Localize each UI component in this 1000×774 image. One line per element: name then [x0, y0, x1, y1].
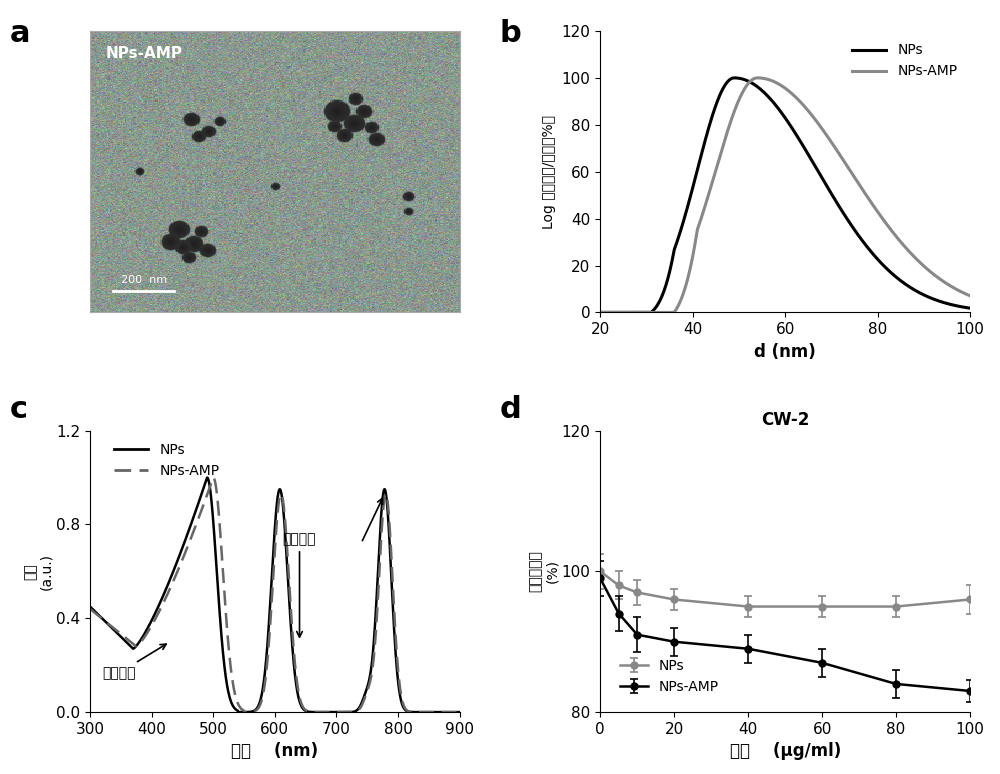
NPs-AMP	[913, 257, 925, 266]
Line: NPs: NPs	[600, 78, 970, 313]
NPs	[875, 259, 887, 268]
NPs	[728, 74, 740, 83]
NPs-AMP	[809, 115, 821, 125]
Legend: NPs, NPs-AMP: NPs, NPs-AMP	[108, 437, 225, 484]
NPs	[201, 473, 213, 482]
NPs-AMP	[594, 308, 606, 317]
X-axis label: d (nm): d (nm)	[754, 343, 816, 361]
NPs	[964, 303, 976, 313]
NPs	[241, 707, 253, 717]
NPs-AMP	[241, 707, 253, 717]
Text: 吸收光谱: 吸收光谱	[102, 644, 166, 680]
NPs-AMP	[752, 74, 764, 83]
Line: NPs: NPs	[90, 478, 460, 712]
NPs	[84, 602, 96, 611]
X-axis label: 波长    (nm): 波长 (nm)	[231, 742, 318, 760]
Text: a: a	[10, 19, 30, 48]
NPs-AMP	[128, 639, 140, 649]
NPs	[617, 308, 629, 317]
NPs	[295, 700, 307, 709]
NPs-AMP	[964, 291, 976, 300]
Legend: NPs, NPs-AMP: NPs, NPs-AMP	[846, 38, 963, 84]
NPs	[913, 288, 925, 297]
NPs-AMP	[819, 128, 831, 138]
NPs	[819, 179, 831, 188]
NPs	[454, 707, 466, 717]
NPs	[113, 630, 125, 639]
NPs-AMP	[617, 308, 629, 317]
Y-axis label: 细胞存活率
(%): 细胞存活率 (%)	[529, 550, 559, 592]
NPs-AMP	[249, 707, 261, 716]
Text: b: b	[500, 19, 522, 48]
Text: 荧光光谱: 荧光光谱	[283, 533, 316, 637]
NPs-AMP	[113, 628, 125, 637]
NPs-AMP	[830, 145, 842, 154]
NPs-AMP	[875, 212, 887, 221]
Text: c: c	[10, 395, 28, 423]
Text: d: d	[500, 395, 522, 423]
Text: 200  nm: 200 nm	[121, 275, 167, 285]
Y-axis label: 強度
(a.u.): 強度 (a.u.)	[23, 553, 53, 590]
Text: NPs-AMP: NPs-AMP	[105, 46, 182, 60]
NPs-AMP	[84, 604, 96, 614]
Y-axis label: Log 粒径分布/数量（%）: Log 粒径分布/数量（%）	[542, 115, 556, 228]
NPs	[128, 644, 140, 653]
NPs	[249, 706, 261, 715]
NPs	[255, 691, 267, 700]
X-axis label: 浓度    (μg/ml): 浓度 (μg/ml)	[730, 742, 841, 760]
NPs-AMP	[255, 697, 267, 706]
NPs	[830, 197, 842, 207]
NPs	[594, 308, 606, 317]
Line: NPs-AMP: NPs-AMP	[90, 478, 460, 712]
NPs	[809, 162, 821, 171]
Legend: NPs, NPs-AMP: NPs, NPs-AMP	[615, 653, 725, 700]
Title: CW-2: CW-2	[761, 411, 809, 429]
NPs-AMP	[454, 707, 466, 717]
Line: NPs-AMP: NPs-AMP	[600, 78, 970, 313]
NPs-AMP	[207, 473, 219, 482]
NPs-AMP	[295, 697, 307, 706]
